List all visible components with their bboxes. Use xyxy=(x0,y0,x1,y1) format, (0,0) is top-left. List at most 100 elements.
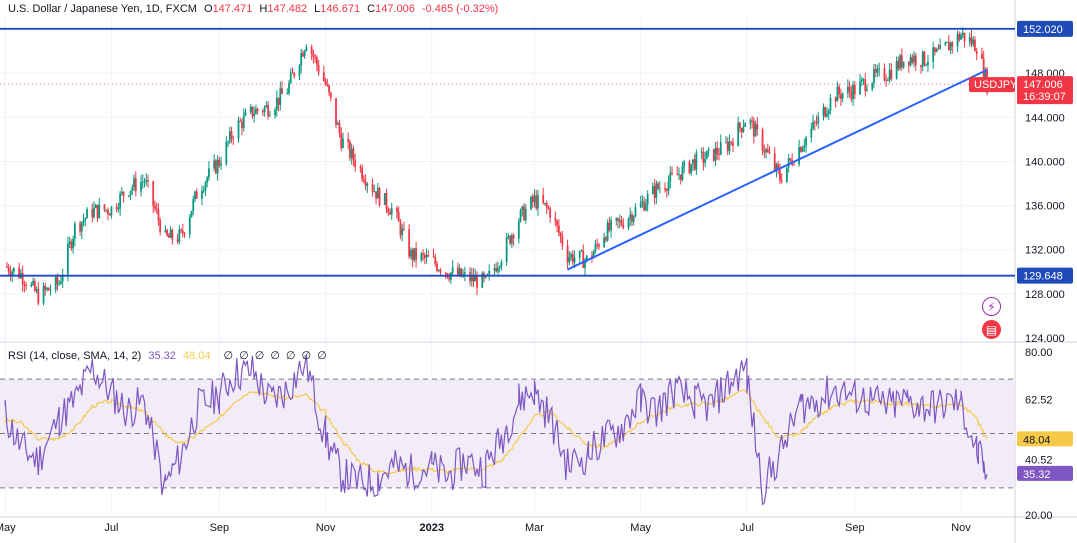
candle-body xyxy=(521,206,524,211)
candle-body xyxy=(584,260,586,268)
price-axis[interactable]: 124.000 128.000 132.000 136.000 140.000 144.0… xyxy=(1025,68,1065,345)
candle-body xyxy=(213,160,216,169)
candle-body xyxy=(974,39,976,52)
time-tick-label: 2023 xyxy=(420,522,444,534)
candle-body xyxy=(634,207,637,217)
candle-body xyxy=(86,209,88,219)
candle-body xyxy=(420,253,423,260)
candle-body xyxy=(517,221,520,239)
rsi-ma-line xyxy=(4,389,988,475)
candle-body xyxy=(885,79,888,81)
candle-body xyxy=(510,235,513,244)
candle-body xyxy=(227,141,229,143)
candle-body xyxy=(761,129,764,152)
candle-body xyxy=(920,65,922,67)
candle-body xyxy=(789,158,792,160)
candle-body xyxy=(80,222,83,232)
rsi-axis[interactable]: 20.00 40.52 62.52 80.00 xyxy=(1025,347,1053,522)
candle-body xyxy=(413,248,416,261)
candle-body xyxy=(665,189,668,191)
candle-body xyxy=(82,220,85,223)
candle-body xyxy=(18,267,21,278)
time-axis[interactable]: May Jul Sep Nov 2023 Mar May Jul Sep Nov xyxy=(0,522,971,534)
candle-body xyxy=(44,285,47,290)
candle-body xyxy=(887,80,889,81)
candle-body xyxy=(683,161,686,167)
candle-body xyxy=(190,211,193,218)
candle-body xyxy=(350,148,353,158)
candle-body xyxy=(751,120,754,122)
trendline[interactable] xyxy=(567,68,988,271)
candle-body xyxy=(387,208,390,213)
support-tag-text: 129.648 xyxy=(1023,271,1063,283)
candle-body xyxy=(470,274,473,282)
candle-body xyxy=(303,50,306,57)
candle-body xyxy=(155,208,158,210)
candle-body xyxy=(347,138,350,143)
candle-body xyxy=(545,202,548,208)
candle-body xyxy=(6,266,8,268)
candle-body xyxy=(530,196,532,210)
candle-body xyxy=(37,289,40,304)
candle-body xyxy=(754,124,757,137)
candle-body xyxy=(178,229,181,242)
candle-body xyxy=(120,191,123,194)
candle-body xyxy=(425,254,428,258)
candle-body xyxy=(592,251,595,259)
candle-body xyxy=(436,263,438,271)
candle-body xyxy=(302,53,304,57)
candle-body xyxy=(937,49,940,50)
candle-body xyxy=(531,196,534,202)
candle-body xyxy=(895,60,898,79)
candle-body xyxy=(202,190,205,192)
candle-body xyxy=(415,248,417,260)
candle-body xyxy=(143,181,146,183)
price-tick-label: 140.000 xyxy=(1025,156,1065,168)
candle-body xyxy=(568,257,571,263)
candle-body xyxy=(860,79,863,82)
symbol-tag-text: USDJPY xyxy=(974,79,1018,91)
candle-body xyxy=(890,69,893,79)
candle-body xyxy=(204,182,207,191)
candle-body xyxy=(792,164,795,166)
candle-body xyxy=(352,148,355,161)
price-tick-label: 144.000 xyxy=(1025,112,1065,124)
candle-body xyxy=(718,154,720,155)
candle-body xyxy=(921,51,924,67)
lightning-icon[interactable]: ⚡ xyxy=(982,297,1001,316)
candle-body xyxy=(615,218,618,221)
candle-body xyxy=(549,208,552,218)
horizontal-levels[interactable] xyxy=(0,27,1015,277)
candle-body xyxy=(364,181,367,186)
candle-body xyxy=(671,172,673,174)
candle-body xyxy=(32,280,34,285)
candle-body xyxy=(469,272,471,282)
candle-body xyxy=(580,250,583,252)
rsi-title[interactable]: RSI (14, close, SMA, 14, 2) xyxy=(8,350,142,362)
candle-body xyxy=(375,191,377,199)
candle-body xyxy=(951,42,954,47)
candle-body xyxy=(598,244,600,248)
candle-body xyxy=(195,191,198,199)
candle-body xyxy=(225,141,228,164)
time-tick-label: May xyxy=(630,522,651,534)
candle-body xyxy=(730,141,733,143)
candle-body xyxy=(383,193,386,205)
candle-body xyxy=(60,281,62,284)
candle-body xyxy=(110,206,113,216)
rsi-value: 35.32 xyxy=(148,350,176,362)
rsi-sma-value: 48.04 xyxy=(182,350,211,362)
candle-body xyxy=(25,285,28,287)
candle-body xyxy=(939,45,942,50)
symbol-title[interactable]: U.S. Dollar / Japanese Yen, 1D, FXCM xyxy=(8,3,197,15)
candle-body xyxy=(408,229,411,257)
candle-body xyxy=(554,217,557,221)
candle-body xyxy=(451,267,454,273)
candle-body xyxy=(524,209,527,221)
candle-body xyxy=(799,147,802,152)
candle-body xyxy=(763,151,766,153)
candle-body xyxy=(129,190,132,196)
us-flag-icon[interactable]: ▤ xyxy=(982,320,1001,339)
candle-body xyxy=(975,51,978,54)
candle-body xyxy=(157,209,160,221)
